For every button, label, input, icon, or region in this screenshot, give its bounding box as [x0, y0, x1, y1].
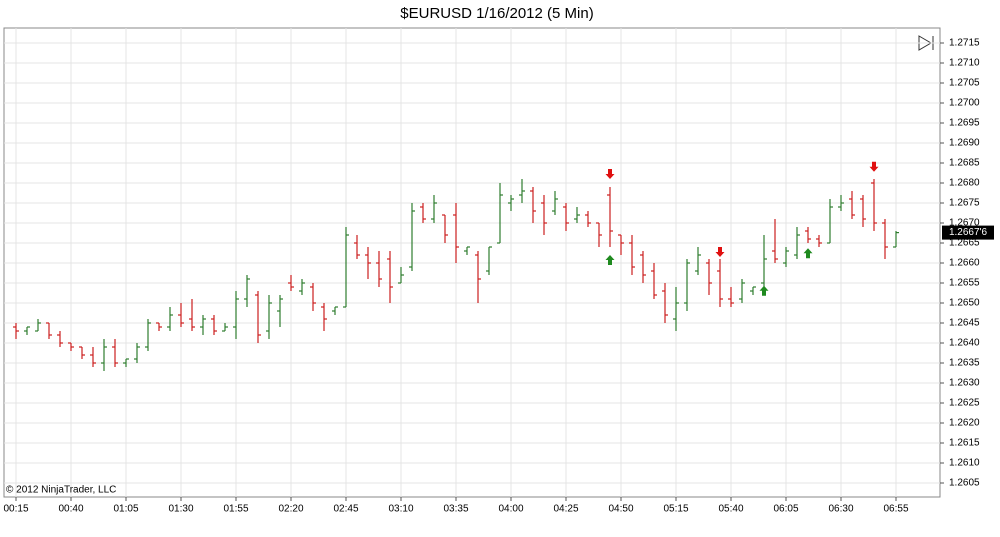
- signal-arrow: [869, 161, 879, 172]
- y-tick-label: 1.2635: [949, 358, 980, 369]
- y-tick-label: 1.2645: [949, 318, 980, 329]
- y-tick-label: 1.2610: [949, 458, 980, 469]
- y-tick-label: 1.2630: [949, 378, 980, 389]
- y-tick-label: 1.2690: [949, 138, 980, 149]
- y-tick-label: 1.2705: [949, 78, 980, 89]
- y-tick-label: 1.2710: [949, 58, 980, 69]
- x-tick-label: 01:05: [113, 504, 138, 515]
- x-tick-label: 03:35: [443, 504, 468, 515]
- last-price-label: 1.2667'6: [949, 227, 987, 238]
- y-tick-label: 1.2655: [949, 278, 980, 289]
- y-tick-label: 1.2660: [949, 258, 980, 269]
- x-tick-label: 05:15: [663, 504, 688, 515]
- x-tick-label: 03:10: [388, 504, 413, 515]
- x-tick-label: 00:40: [58, 504, 83, 515]
- y-tick-label: 1.2615: [949, 438, 980, 449]
- y-tick-label: 1.2665: [949, 238, 980, 249]
- signal-arrow: [759, 285, 769, 296]
- copyright: © 2012 NinjaTrader, LLC: [6, 485, 116, 496]
- signal-arrow: [715, 247, 725, 257]
- signal-arrow: [605, 255, 615, 265]
- bars: [13, 179, 899, 371]
- y-tick-label: 1.2675: [949, 198, 980, 209]
- y-tick-label: 1.2670: [949, 218, 980, 229]
- signal-arrow: [803, 248, 813, 259]
- x-tick-label: 06:05: [773, 504, 798, 515]
- x-tick-label: 04:50: [608, 504, 633, 515]
- y-tick-label: 1.2620: [949, 418, 980, 429]
- x-tick-label: 04:00: [498, 504, 523, 515]
- x-tick-label: 01:30: [168, 504, 193, 515]
- grid: [4, 28, 940, 497]
- y-tick-label: 1.2625: [949, 398, 980, 409]
- x-tick-label: 05:40: [718, 504, 743, 515]
- chart-title: $EURUSD 1/16/2012 (5 Min): [400, 5, 593, 22]
- x-tick-label: 04:25: [553, 504, 578, 515]
- y-tick-label: 1.2650: [949, 298, 980, 309]
- signal-arrow: [605, 169, 615, 179]
- y-tick-label: 1.2640: [949, 338, 980, 349]
- x-tick-label: 02:45: [333, 504, 358, 515]
- x-tick-label: 01:55: [223, 504, 248, 515]
- x-tick-label: 00:15: [3, 504, 28, 515]
- x-tick-label: 02:20: [278, 504, 303, 515]
- x-tick-label: 06:55: [883, 504, 908, 515]
- y-tick-label: 1.2715: [949, 38, 980, 49]
- y-tick-label: 1.2700: [949, 98, 980, 109]
- y-tick-label: 1.2680: [949, 178, 980, 189]
- y-tick-label: 1.2605: [949, 478, 980, 489]
- y-tick-label: 1.2685: [949, 158, 980, 169]
- x-tick-label: 06:30: [828, 504, 853, 515]
- y-tick-label: 1.2695: [949, 118, 980, 129]
- last-price-box: [942, 225, 994, 240]
